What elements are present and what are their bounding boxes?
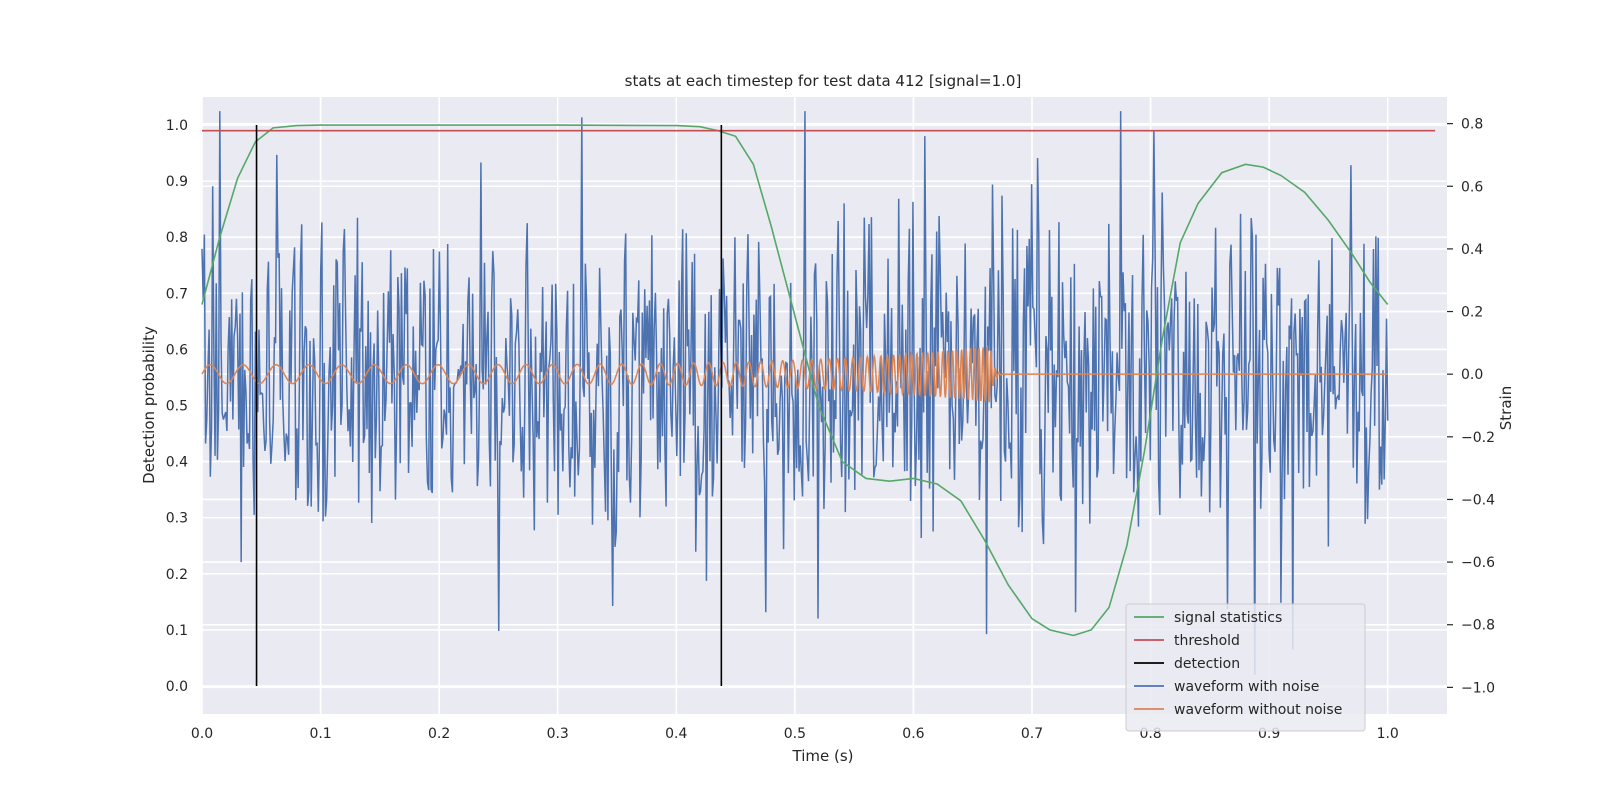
series-layer: [201, 111, 1436, 686]
y2-tick-label: 0.6: [1461, 179, 1483, 195]
y-tick-label: 0.1: [166, 623, 188, 639]
x-tick-label: 0.6: [902, 726, 924, 742]
x-tick-label: 0.3: [547, 726, 569, 742]
series-waveform-without-noise: [201, 344, 1388, 403]
y-axis-ticks: 0.0 0.1 0.2 0.3 0.4 0.5 0.6 0.7 0.8 0.9 1.0: [166, 118, 188, 695]
y2-tick-label: −0.6: [1461, 555, 1495, 571]
legend-label: signal statistics: [1174, 610, 1282, 626]
y-tick-label: 0.2: [166, 567, 188, 583]
y2-tick-label: 0.2: [1461, 305, 1483, 321]
y2-tick-label: 0.4: [1461, 242, 1483, 258]
x-tick-label: 0.5: [784, 726, 806, 742]
y-tick-label: 0.3: [166, 511, 188, 527]
y-tick-label: 0.9: [166, 174, 188, 190]
y-tick-label: 0.5: [166, 399, 188, 415]
y-tick-label: 0.4: [166, 455, 188, 471]
y-tick-label: 0.0: [166, 679, 188, 695]
y-tick-label: 0.8: [166, 230, 188, 246]
y-axis-label: Detection probability: [140, 326, 158, 484]
series-signal-statistics: [201, 124, 1389, 637]
legend-label: threshold: [1174, 633, 1240, 649]
y-tick-label: 0.7: [166, 286, 188, 302]
y2-tick-label: 0.0: [1461, 367, 1483, 383]
x-tick-label: 0.0: [191, 726, 213, 742]
legend-box: [1125, 603, 1366, 732]
y2-axis-ticks: −1.0 −0.8 −0.6 −0.4 −0.2 0.0 0.2 0.4 0.6 0.8: [1447, 117, 1495, 696]
legend: signal statistics threshold detection wavef…: [1125, 603, 1366, 732]
series-waveform-with-noise: [201, 111, 1389, 675]
x-tick-label: 1.0: [1377, 726, 1399, 742]
y2-axis-label: Strain: [1497, 386, 1515, 430]
x-tick-label: 0.2: [428, 726, 450, 742]
y-tick-label: 1.0: [166, 118, 188, 134]
x-tick-label: 0.4: [665, 726, 687, 742]
x-axis-label: Time (s): [792, 747, 854, 765]
legend-label: waveform with noise: [1174, 679, 1319, 695]
y2-tick-label: −0.8: [1461, 618, 1495, 634]
y2-tick-label: 0.8: [1461, 117, 1483, 133]
legend-label: waveform without noise: [1174, 702, 1342, 718]
x-tick-label: 0.7: [1021, 726, 1043, 742]
y-tick-label: 0.6: [166, 342, 188, 358]
y2-tick-label: −1.0: [1461, 680, 1495, 696]
y2-tick-label: −0.2: [1461, 430, 1495, 446]
chart-title: stats at each timestep for test data 412…: [625, 72, 1022, 90]
legend-label: detection: [1174, 656, 1240, 672]
y2-tick-label: −0.4: [1461, 492, 1495, 508]
x-tick-label: 0.1: [309, 726, 331, 742]
